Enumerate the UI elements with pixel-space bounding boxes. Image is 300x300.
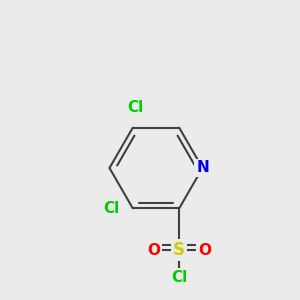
Text: O: O [147,243,160,258]
Text: O: O [198,243,211,258]
Text: Cl: Cl [171,270,188,285]
Text: Cl: Cl [128,100,144,115]
Text: S: S [173,241,185,259]
Text: Cl: Cl [103,201,120,216]
Text: N: N [196,160,209,175]
